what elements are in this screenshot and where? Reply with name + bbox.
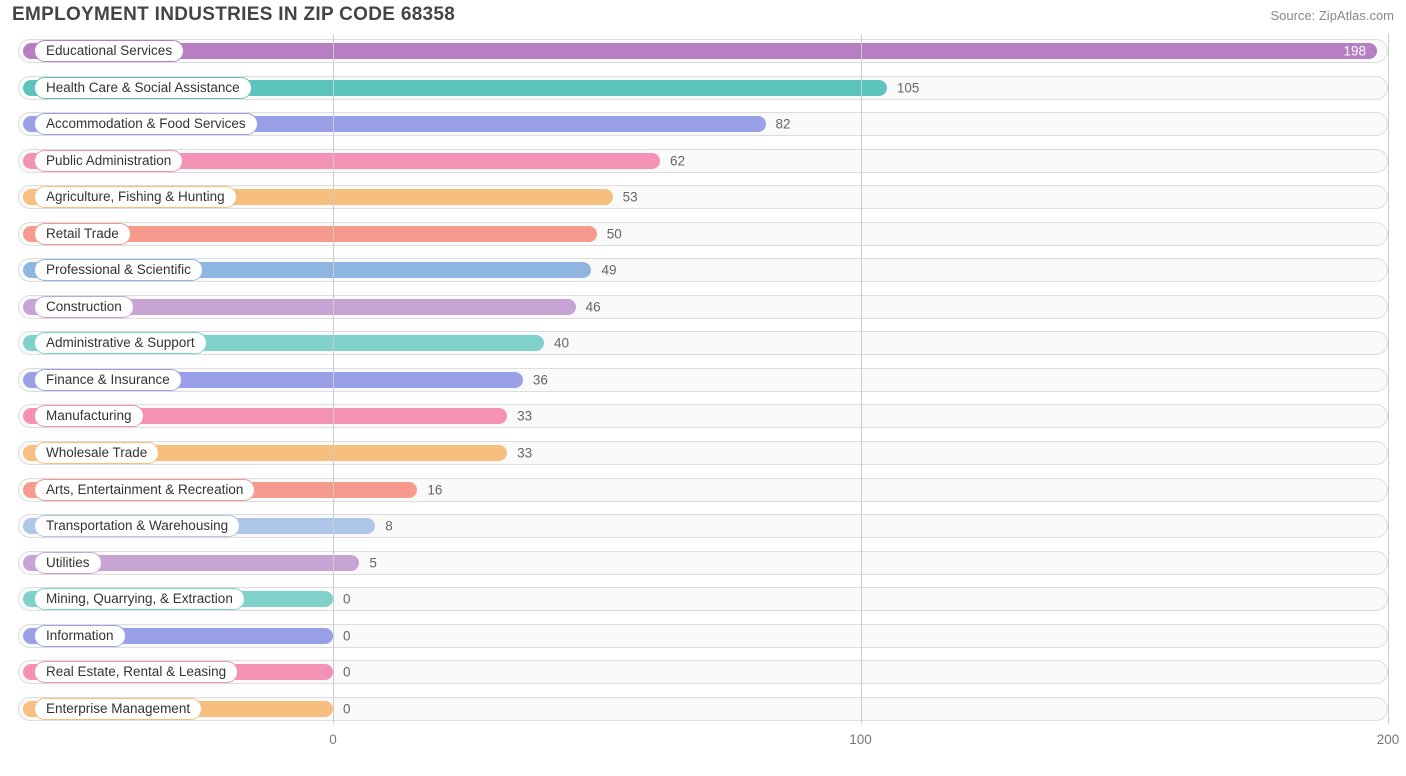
bar-row: Arts, Entertainment & Recreation 16	[12, 475, 1394, 505]
bar-value: 0	[343, 592, 351, 607]
bar-row: Utilities 5	[12, 548, 1394, 578]
bar-row: Administrative & Support 40	[12, 328, 1394, 358]
bar-value: 0	[343, 701, 351, 716]
bar-value: 49	[601, 263, 616, 278]
bar-row: Construction 46	[12, 292, 1394, 322]
bar-label-pill: Professional & Scientific	[34, 259, 203, 281]
bar-row: Manufacturing 33	[12, 401, 1394, 431]
bar-value: 198	[1343, 44, 1366, 59]
bar-row: Health Care & Social Assistance 105	[12, 73, 1394, 103]
bar-label-pill: Finance & Insurance	[34, 369, 182, 391]
chart-header: EMPLOYMENT INDUSTRIES IN ZIP CODE 68358 …	[12, 4, 1394, 34]
bar-row: Public Administration 62	[12, 146, 1394, 176]
bar-label-pill: Wholesale Trade	[34, 442, 159, 464]
bar-value: 5	[369, 555, 377, 570]
bar-label-pill: Educational Services	[34, 40, 184, 62]
bar-label-pill: Enterprise Management	[34, 698, 202, 720]
bar-value: 0	[343, 628, 351, 643]
x-tick-label: 200	[1377, 732, 1400, 747]
x-tick-label: 0	[329, 732, 337, 747]
bar-value: 53	[623, 190, 638, 205]
gridline	[333, 34, 334, 724]
bar-row: Transportation & Warehousing 8	[12, 511, 1394, 541]
bar-row: Mining, Quarrying, & Extraction 0	[12, 584, 1394, 614]
bar-value: 16	[427, 482, 442, 497]
chart-area: Educational Services 198 Health Care & Soc…	[12, 34, 1394, 754]
chart-source: Source: ZipAtlas.com	[1270, 8, 1394, 23]
bar-label-pill: Agriculture, Fishing & Hunting	[34, 186, 237, 208]
bar-label-pill: Manufacturing	[34, 405, 144, 427]
bar-label-pill: Transportation & Warehousing	[34, 515, 240, 537]
bar-value: 8	[385, 519, 393, 534]
chart-rows: Educational Services 198 Health Care & Soc…	[12, 34, 1394, 724]
bar-value: 62	[670, 153, 685, 168]
bar-row: Finance & Insurance 36	[12, 365, 1394, 395]
bar-label-pill: Health Care & Social Assistance	[34, 77, 252, 99]
bar-label-pill: Public Administration	[34, 150, 183, 172]
bar-value: 33	[517, 409, 532, 424]
chart-title: EMPLOYMENT INDUSTRIES IN ZIP CODE 68358	[12, 4, 455, 26]
bar-fill	[23, 43, 1377, 59]
x-axis: 0100200	[12, 728, 1394, 754]
bar-row: Professional & Scientific 49	[12, 255, 1394, 285]
bar-value: 105	[897, 80, 920, 95]
bar-label-pill: Construction	[34, 296, 134, 318]
bar-value: 82	[776, 117, 791, 132]
bar-value: 46	[586, 299, 601, 314]
bar-label-pill: Accommodation & Food Services	[34, 113, 258, 135]
bar-value: 40	[554, 336, 569, 351]
bar-value: 36	[533, 372, 548, 387]
bar-label-pill: Arts, Entertainment & Recreation	[34, 479, 255, 501]
bar-value: 0	[343, 665, 351, 680]
bar-label-pill: Retail Trade	[34, 223, 131, 245]
bar-row: Wholesale Trade 33	[12, 438, 1394, 468]
bar-row: Accommodation & Food Services 82	[12, 109, 1394, 139]
x-tick-label: 100	[849, 732, 872, 747]
bar-row: Agriculture, Fishing & Hunting 53	[12, 182, 1394, 212]
gridline	[1388, 34, 1389, 724]
bar-row: Enterprise Management 0	[12, 694, 1394, 724]
bar-value: 33	[517, 446, 532, 461]
bar-value: 50	[607, 226, 622, 241]
gridline	[861, 34, 862, 724]
bar-label-pill: Real Estate, Rental & Leasing	[34, 661, 238, 683]
bar-row: Retail Trade 50	[12, 219, 1394, 249]
chart-plot: Educational Services 198 Health Care & Soc…	[12, 34, 1394, 724]
bar-row: Real Estate, Rental & Leasing 0	[12, 657, 1394, 687]
bar-label-pill: Information	[34, 625, 126, 647]
bar-label-pill: Mining, Quarrying, & Extraction	[34, 588, 245, 610]
bar-label-pill: Administrative & Support	[34, 332, 207, 354]
bar-row: Educational Services 198	[12, 36, 1394, 66]
bar-label-pill: Utilities	[34, 552, 102, 574]
bar-row: Information 0	[12, 621, 1394, 651]
